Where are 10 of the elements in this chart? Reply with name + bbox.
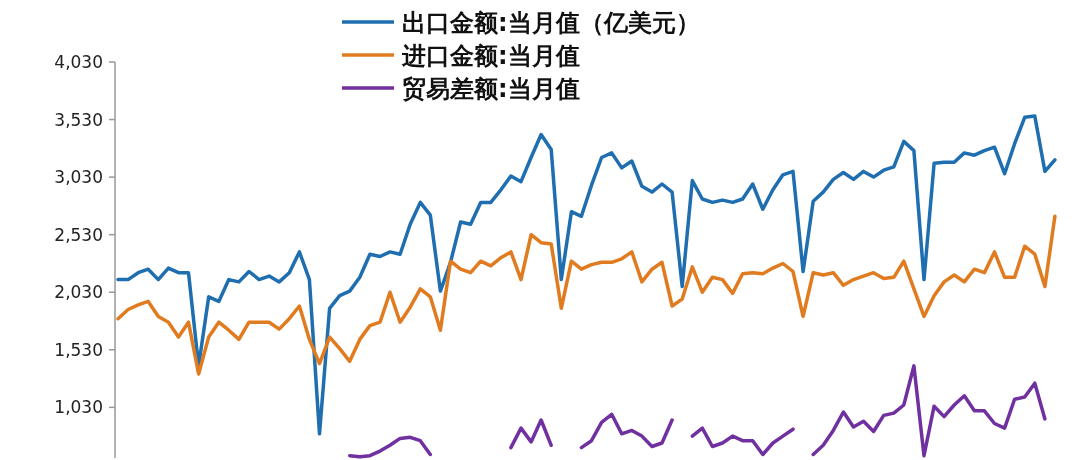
y-tick-label: 2,530 xyxy=(54,224,103,245)
y-tick-label: 1,030 xyxy=(54,397,103,418)
y-tick-label: 3,030 xyxy=(54,167,103,188)
legend-label: 贸易差额:当月值 xyxy=(402,75,580,103)
y-tick-label: 3,530 xyxy=(54,109,103,130)
legend-label: 进口金额:当月值 xyxy=(401,42,580,70)
y-tick-label: 2,030 xyxy=(54,282,103,303)
y-tick-label: 4,030 xyxy=(54,52,103,72)
y-tick-label: 1,530 xyxy=(54,339,103,360)
legend-label: 出口金额:当月值（亿美元） xyxy=(402,9,700,37)
